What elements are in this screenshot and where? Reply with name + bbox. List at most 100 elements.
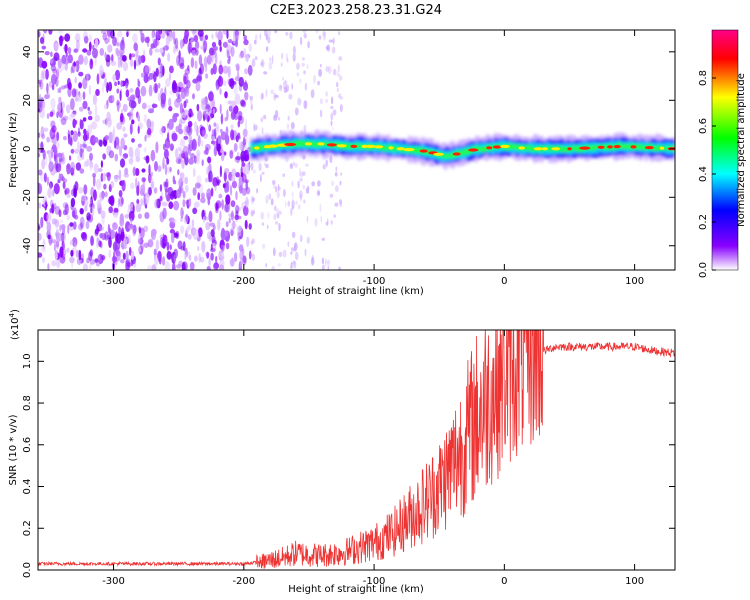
noise-speckle	[61, 234, 65, 242]
noise-speckle	[94, 104, 98, 116]
noise-speckle	[251, 254, 256, 261]
noise-speckle	[78, 187, 84, 194]
noise-speckle	[119, 56, 123, 68]
noise-speckle	[223, 203, 229, 213]
noise-speckle	[75, 162, 82, 171]
noise-speckle	[128, 99, 135, 108]
noise-speckle	[211, 135, 216, 141]
noise-speckle	[154, 257, 159, 266]
noise-speckle	[195, 82, 201, 92]
noise-speckle	[64, 203, 69, 215]
noise-speckle	[331, 126, 334, 131]
noise-speckle	[197, 227, 203, 238]
noise-speckle	[240, 50, 245, 58]
noise-speckle	[72, 119, 78, 126]
noise-speckle	[207, 108, 214, 120]
noise-speckle	[102, 153, 107, 160]
noise-speckle	[164, 181, 169, 193]
noise-speckle	[292, 198, 294, 206]
noise-speckle	[130, 182, 135, 190]
noise-speckle	[73, 48, 78, 53]
x-tick-label: -100	[363, 576, 386, 587]
noise-speckle	[158, 257, 162, 265]
colorbar-tick-label: 0.4	[698, 166, 709, 182]
noise-speckle	[339, 96, 344, 100]
noise-speckle	[162, 256, 166, 266]
noise-speckle	[219, 264, 225, 270]
noise-speckle	[104, 76, 107, 88]
noise-speckle	[310, 89, 315, 99]
noise-speckle	[55, 240, 60, 248]
noise-speckle	[51, 260, 57, 267]
noise-speckle	[174, 37, 179, 50]
noise-speckle	[73, 110, 78, 116]
noise-speckle	[238, 206, 241, 212]
noise-speckle	[166, 123, 170, 129]
noise-speckle	[169, 220, 176, 229]
noise-speckle	[336, 87, 340, 93]
noise-speckle	[299, 177, 303, 182]
noise-speckle	[339, 104, 343, 113]
noise-speckle	[229, 150, 234, 159]
noise-speckle	[151, 264, 157, 270]
noise-speckle	[84, 73, 91, 81]
noise-speckle	[217, 30, 223, 42]
noise-speckle	[271, 265, 275, 270]
noise-speckle	[292, 53, 296, 62]
noise-speckle	[274, 221, 279, 225]
noise-speckle	[54, 42, 59, 51]
noise-speckle	[179, 138, 186, 147]
noise-speckle	[83, 55, 88, 66]
noise-speckle	[49, 111, 54, 118]
noise-speckle	[78, 54, 84, 65]
noise-speckle	[228, 105, 233, 112]
noise-speckle	[292, 231, 296, 238]
noise-speckle	[82, 48, 88, 53]
noise-speckle	[219, 165, 222, 178]
noise-speckle	[147, 239, 154, 248]
noise-speckle	[300, 171, 304, 178]
noise-speckle	[283, 188, 286, 198]
noise-speckle	[280, 62, 283, 67]
noise-speckle	[55, 232, 62, 242]
noise-speckle	[311, 256, 315, 266]
noise-speckle	[39, 36, 45, 45]
noise-speckle	[78, 71, 84, 77]
noise-speckle	[197, 73, 203, 83]
noise-speckle	[324, 261, 327, 267]
noise-speckle	[148, 72, 154, 80]
noise-speckle	[137, 80, 141, 88]
noise-speckle	[172, 30, 176, 40]
noise-speckle	[125, 89, 130, 98]
noise-speckle	[193, 155, 197, 164]
noise-speckle	[183, 124, 190, 136]
noise-speckle	[334, 172, 338, 177]
noise-speckle	[320, 215, 323, 223]
noise-speckle	[281, 52, 284, 60]
noise-speckle	[167, 52, 171, 62]
noise-speckle	[49, 127, 56, 140]
noise-speckle	[71, 88, 77, 98]
noise-speckle	[159, 47, 164, 54]
noise-speckle	[127, 234, 132, 245]
snr-series-line	[38, 330, 675, 569]
noise-speckle	[166, 132, 170, 143]
noise-speckle	[104, 135, 109, 141]
noise-speckle	[293, 260, 297, 269]
noise-speckle	[302, 30, 307, 34]
noise-speckle	[181, 262, 186, 270]
noise-speckle	[224, 230, 229, 237]
noise-speckle	[74, 76, 77, 84]
noise-speckle	[56, 111, 59, 119]
noise-speckle	[243, 39, 249, 46]
noise-speckle	[182, 241, 186, 252]
noise-speckle	[222, 41, 228, 48]
noise-speckle	[76, 94, 83, 102]
noise-speckle	[204, 65, 208, 72]
noise-speckle	[70, 249, 74, 257]
noise-speckle	[205, 73, 209, 79]
noise-speckle	[46, 213, 52, 223]
noise-speckle	[242, 128, 248, 137]
noise-speckle	[119, 158, 126, 168]
noise-speckle	[77, 131, 81, 137]
